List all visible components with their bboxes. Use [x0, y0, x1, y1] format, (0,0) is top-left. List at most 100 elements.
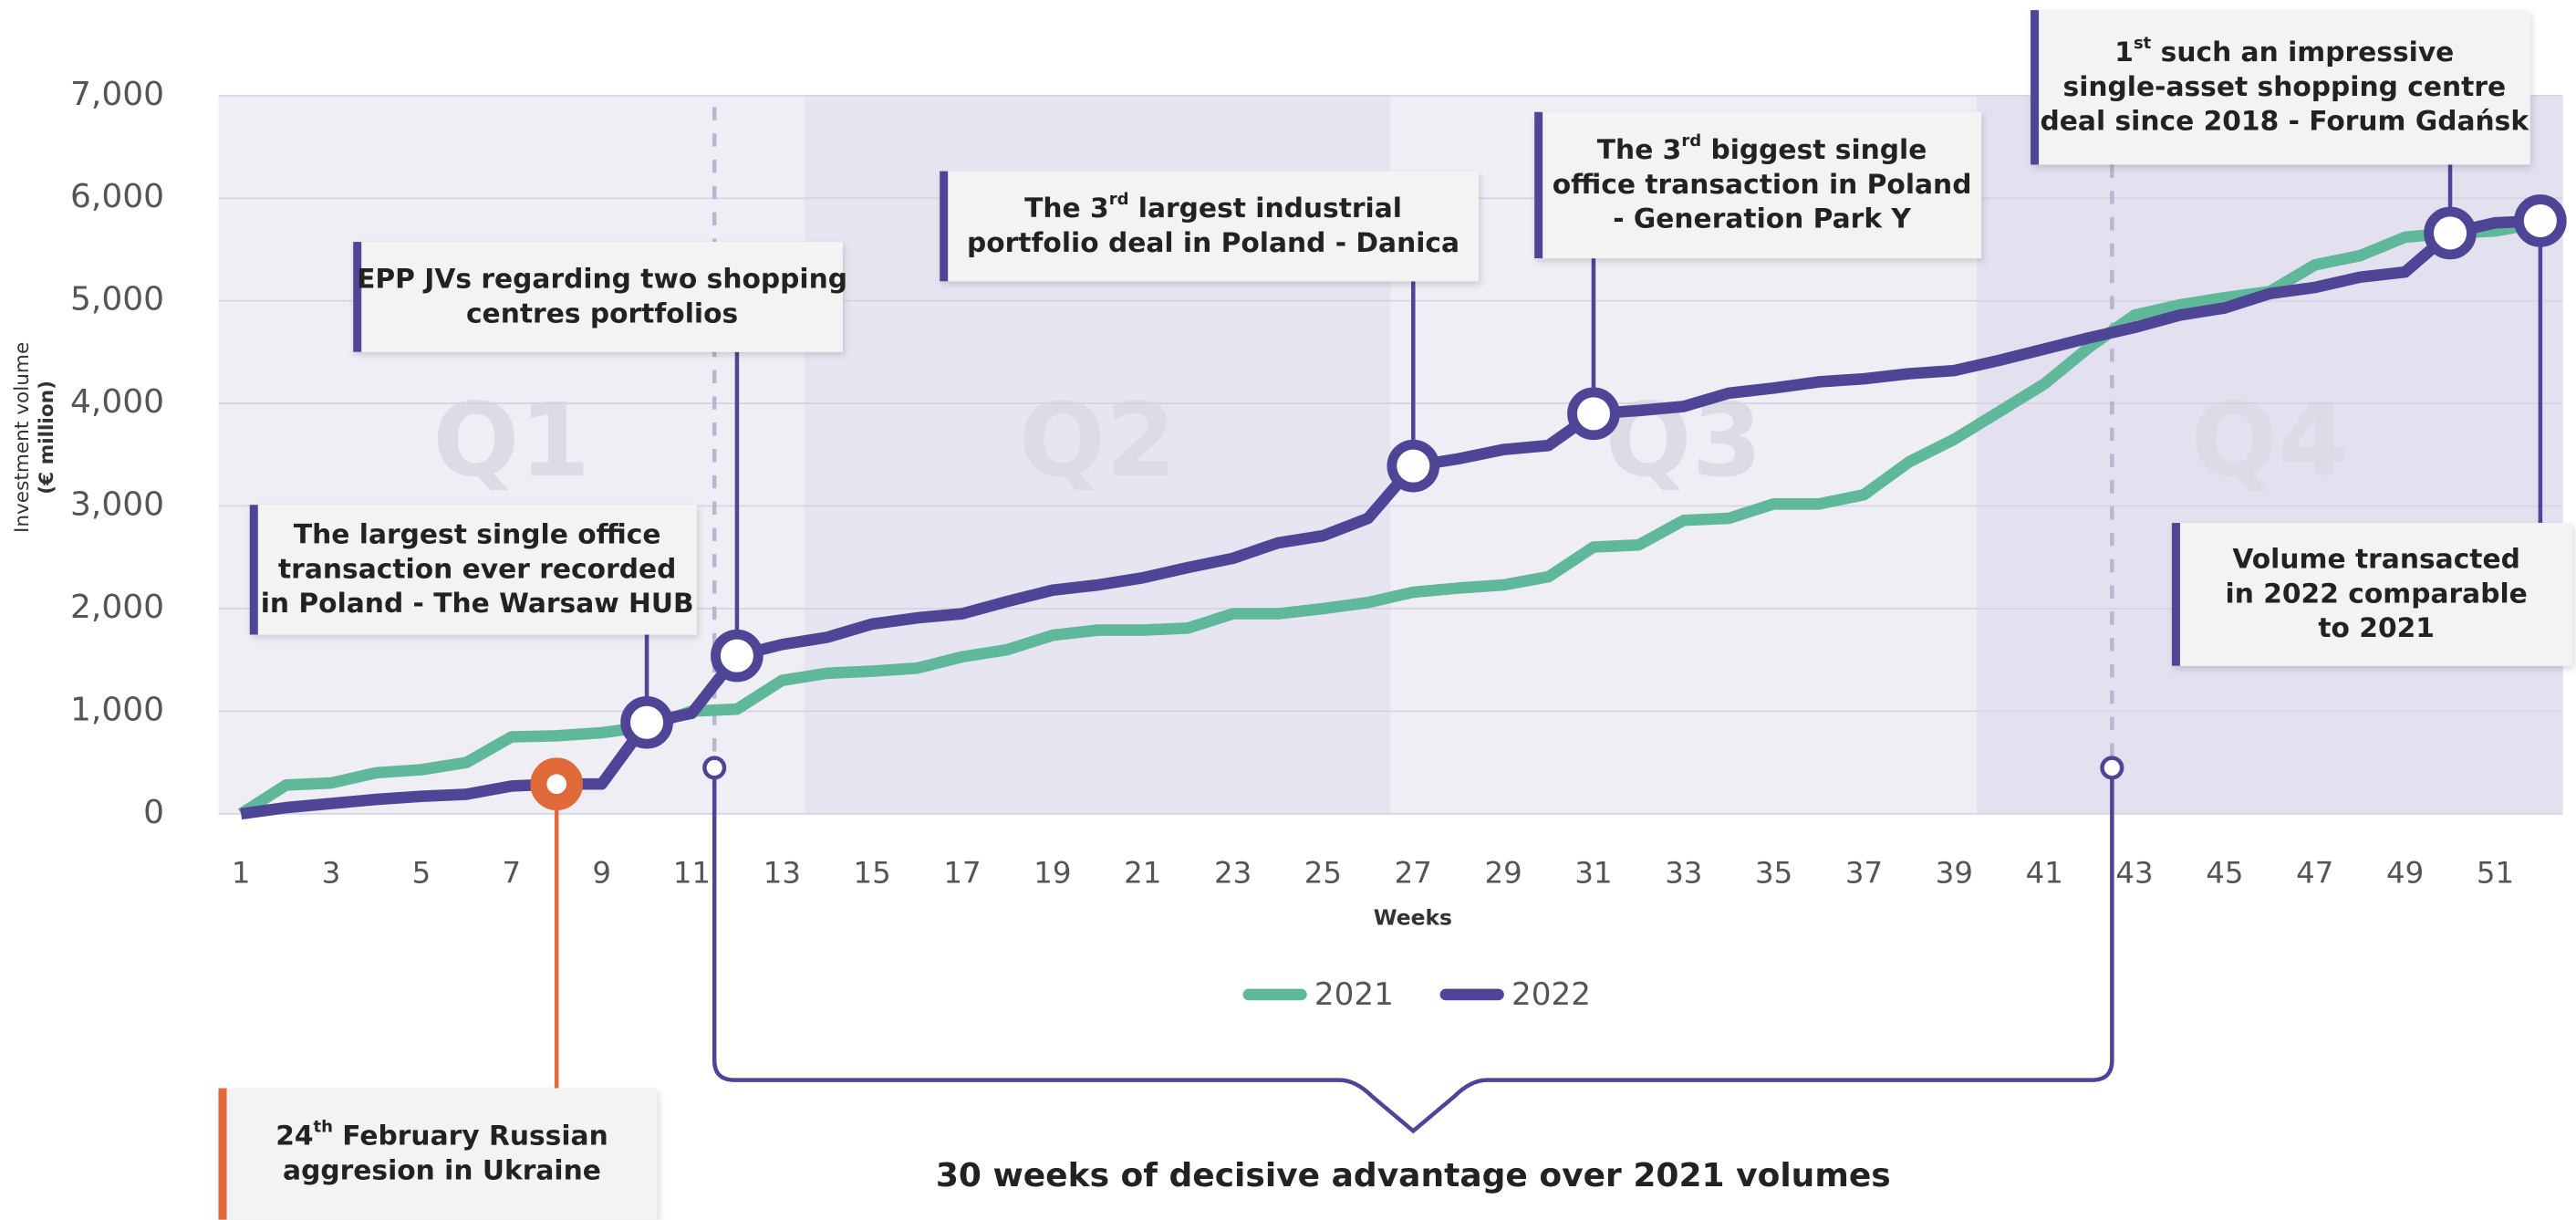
- callout-text: in Poland - The Warsaw HUB: [261, 588, 694, 620]
- callout-text: The 3rd biggest single: [1597, 131, 1927, 166]
- callout-text-part: biggest single: [1701, 134, 1927, 166]
- callout-text: deal since 2018 - Forum Gdańsk: [2041, 105, 2530, 137]
- callout-text-part: deal since 2018 - Forum Gdańsk: [2041, 105, 2530, 137]
- callout-text: centres portfolios: [466, 297, 738, 329]
- highlight-marker: [1387, 439, 1440, 493]
- callout-text: single-asset shopping centre: [2063, 70, 2507, 102]
- y-axis-label: Investment volume: [11, 342, 34, 533]
- quarter-label: Q4: [2191, 381, 2349, 500]
- x-tick-label: 31: [1574, 855, 1612, 890]
- callout-text-part: The largest single office: [294, 518, 661, 550]
- x-tick-label: 1: [232, 855, 251, 890]
- x-tick-label: 49: [2386, 855, 2424, 890]
- period-brace: [712, 767, 2114, 1134]
- callout-box: [2171, 523, 2573, 666]
- callout-box: [353, 242, 843, 352]
- x-tick-label: 23: [1214, 855, 1252, 890]
- x-tick-label: 5: [412, 855, 431, 890]
- x-tick-label: 45: [2206, 855, 2243, 890]
- callout-box: [1534, 111, 1982, 259]
- event-marker-center: [546, 774, 567, 795]
- x-tick-label: 3: [322, 855, 341, 890]
- callout-text-part: - Generation Park Y: [1613, 203, 1911, 235]
- callout-box: [2031, 10, 2530, 165]
- callout-text: office transaction in Poland: [1553, 168, 1972, 200]
- x-tick-label: 17: [943, 855, 981, 890]
- x-tick-label: 27: [1395, 855, 1432, 890]
- callout-text: transaction ever recorded: [278, 553, 676, 585]
- highlight-marker: [2514, 194, 2567, 247]
- x-tick-label: 21: [1124, 855, 1161, 890]
- callout-bar: [1534, 111, 1543, 259]
- period-label: 30 weeks of decisive advantage over 2021…: [936, 1157, 1891, 1194]
- legend-label: 2022: [1511, 976, 1591, 1013]
- callout-bar: [2031, 10, 2040, 165]
- superscript: rd: [1681, 131, 1701, 151]
- x-tick-label: 35: [1755, 855, 1792, 890]
- x-tick-label: 13: [763, 855, 801, 890]
- series-line: [240, 214, 2541, 820]
- y-axis-label: (€ million): [36, 381, 58, 495]
- callout-text-part: The 3: [1597, 134, 1682, 166]
- callout-bar: [353, 242, 362, 352]
- x-tick-label: 47: [2296, 855, 2333, 890]
- callout-text-part: transaction ever recorded: [278, 553, 676, 585]
- x-tick-label: 41: [2026, 855, 2063, 890]
- callout-text: aggresion in Ukraine: [283, 1154, 601, 1186]
- x-tick-label: 51: [2477, 855, 2514, 890]
- y-tick-label: 0: [143, 794, 164, 831]
- highlight-marker: [711, 629, 763, 683]
- legend-label: 2021: [1314, 976, 1394, 1013]
- x-tick-label: 9: [592, 855, 611, 890]
- callout-text-part: 1: [2114, 36, 2134, 68]
- callout-text: 1st such an impressive: [2114, 33, 2454, 68]
- callout-bar: [940, 171, 949, 282]
- callout-text-part: centres portfolios: [466, 297, 738, 329]
- y-tick-label: 7,000: [70, 76, 164, 113]
- y-tick-label: 2,000: [70, 589, 164, 626]
- callout-text-part: in Poland - The Warsaw HUB: [261, 588, 694, 620]
- x-axis-label: Weeks: [1374, 905, 1452, 931]
- callout-text: Volume transacted: [2232, 543, 2520, 575]
- highlight-marker: [620, 695, 673, 749]
- callout-text-part: Volume transacted: [2232, 543, 2520, 575]
- callout-text-part: office transaction in Poland: [1553, 168, 1972, 200]
- quarter-label: Q2: [1019, 381, 1177, 500]
- callout-text: The largest single office: [294, 518, 661, 550]
- y-tick-label: 1,000: [70, 691, 164, 728]
- y-tick-label: 3,000: [70, 486, 164, 524]
- callout-text-part: in 2022 comparable: [2226, 578, 2528, 610]
- x-tick-label: 33: [1665, 855, 1702, 890]
- callout-text: - Generation Park Y: [1613, 203, 1911, 235]
- x-tick-label: 15: [854, 855, 891, 890]
- y-tick-label: 6,000: [70, 178, 164, 215]
- superscript: st: [2134, 33, 2152, 52]
- x-tick-label: 37: [1845, 855, 1883, 890]
- callout-text-part: aggresion in Ukraine: [283, 1154, 601, 1186]
- highlight-marker: [2424, 206, 2477, 260]
- callout-text-part: to 2021: [2318, 612, 2435, 644]
- quarter-label: Q3: [1605, 381, 1763, 500]
- callout-text: The 3rd largest industrial: [1024, 190, 1402, 224]
- callout-text-part: February Russian: [333, 1120, 608, 1152]
- x-tick-label: 39: [1936, 855, 1973, 890]
- callout-text: 24th February Russian: [275, 1117, 608, 1152]
- callout-bar: [218, 1088, 227, 1220]
- x-tick-label: 19: [1034, 855, 1071, 890]
- superscript: rd: [1109, 190, 1129, 209]
- callout-text: in 2022 comparable: [2226, 578, 2528, 610]
- x-tick-label: 43: [2115, 855, 2153, 890]
- callout-text-part: EPP JVs regarding two shopping: [357, 263, 847, 295]
- callout-box: [218, 1088, 658, 1220]
- x-tick-label: 11: [673, 855, 711, 890]
- x-tick-label: 29: [1484, 855, 1522, 890]
- y-tick-label: 5,000: [70, 281, 164, 318]
- callout-bar: [249, 505, 258, 635]
- callout-text-part: such an impressive: [2151, 36, 2454, 68]
- callout-text-part: portfolio deal in Poland - Danica: [967, 226, 1459, 258]
- highlight-marker: [1567, 387, 1620, 441]
- period-end: [2100, 756, 2124, 780]
- callout-text-part: largest industrial: [1128, 193, 1402, 224]
- callout-text-part: 24: [275, 1120, 313, 1152]
